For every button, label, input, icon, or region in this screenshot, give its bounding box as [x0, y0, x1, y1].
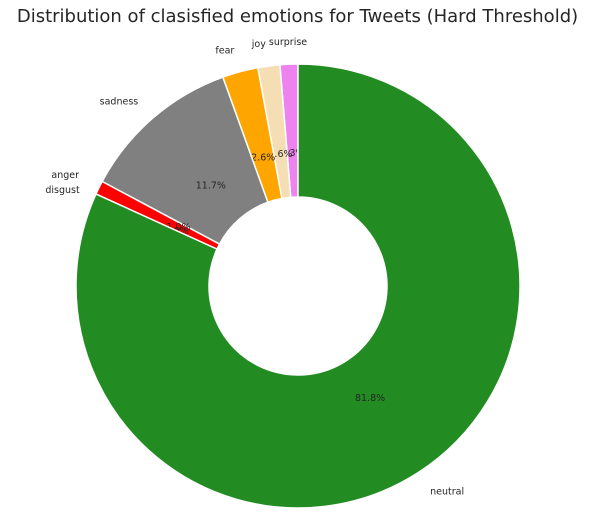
- value-label-joy: 1.6%: [268, 149, 292, 160]
- value-label-anger: 1.0%: [166, 222, 190, 233]
- value-label-surprise: 1.3%: [280, 148, 304, 159]
- value-label-neutral: 81.8%: [355, 393, 385, 404]
- slice-neutral: [75, 63, 521, 509]
- category-label-disgust: disgust: [45, 185, 80, 196]
- value-label-sadness: 11.7%: [196, 180, 226, 191]
- value-label-fear: 2.6%: [251, 152, 275, 163]
- category-label-neutral: neutral: [430, 486, 464, 497]
- chart-title: Distribution of clasisfied emotions for …: [16, 6, 579, 27]
- category-label-surprise: surprise: [269, 37, 307, 48]
- slice-sadness: [101, 76, 269, 246]
- category-label-joy: joy: [251, 39, 266, 50]
- category-label-anger: anger: [51, 170, 79, 181]
- category-label-fear: fear: [215, 45, 234, 56]
- category-label-sadness: sadness: [100, 96, 139, 107]
